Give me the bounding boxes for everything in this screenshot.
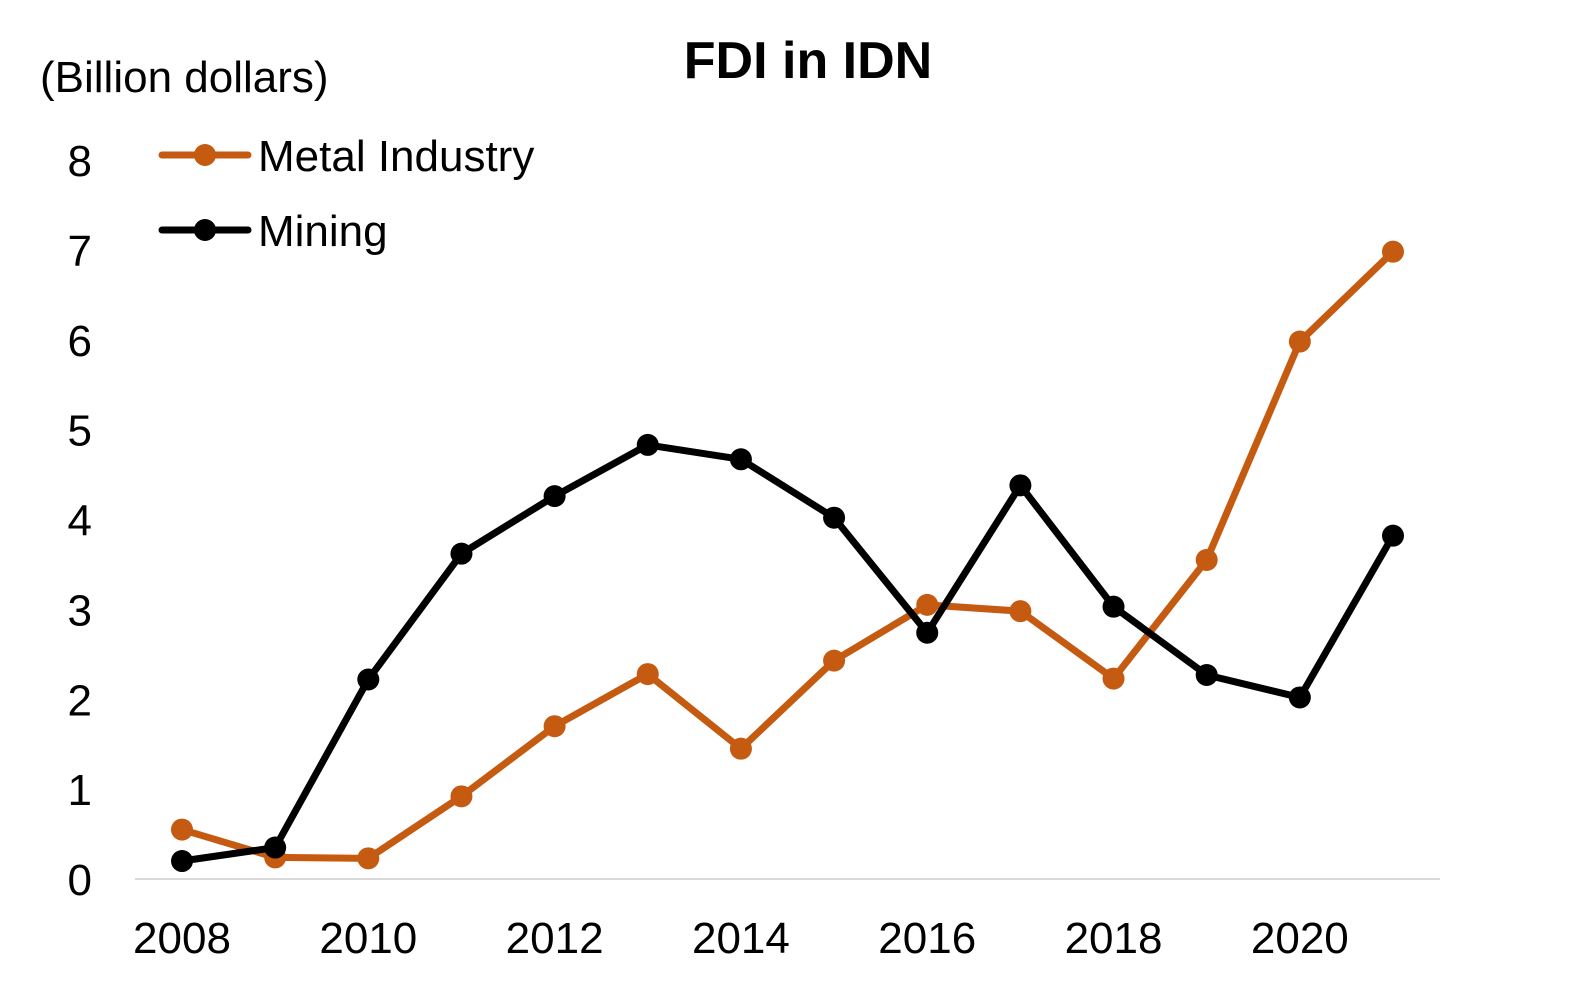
data-point	[916, 621, 939, 644]
data-point	[823, 649, 846, 672]
data-point	[1288, 330, 1311, 353]
series-layer	[171, 240, 1404, 873]
data-point	[1382, 240, 1404, 263]
legend-swatch-marker	[194, 219, 216, 241]
data-point	[1102, 667, 1125, 690]
data-point	[636, 663, 659, 686]
y-tick-label: 0	[68, 856, 92, 905]
data-point	[543, 715, 566, 738]
y-tick-label: 3	[68, 586, 92, 635]
y-tick-label: 8	[68, 137, 92, 186]
data-point	[1288, 686, 1311, 709]
y-tick-label: 2	[68, 676, 92, 725]
data-point	[1382, 524, 1404, 547]
legend-label: Mining	[258, 207, 388, 256]
data-point	[729, 737, 752, 760]
x-tick-label: 2018	[1065, 914, 1163, 963]
legend-item: Mining	[158, 207, 388, 256]
y-tick-label: 6	[68, 317, 92, 366]
data-point	[357, 668, 380, 691]
data-point	[916, 593, 939, 616]
y-axis-unit-label: (Billion dollars)	[40, 53, 329, 102]
y-tick-label: 4	[68, 497, 92, 546]
data-point	[823, 506, 846, 529]
data-point	[1102, 595, 1125, 618]
data-point	[450, 542, 473, 565]
y-axis-ticks: 0 1 2 3 4 5 6 7 8	[68, 137, 92, 905]
legend-swatch-marker	[194, 144, 216, 166]
x-tick-label: 2020	[1251, 914, 1349, 963]
x-tick-label: 2010	[319, 914, 417, 963]
data-point	[1195, 548, 1218, 571]
data-point	[171, 850, 193, 873]
data-point	[636, 433, 659, 456]
series-mining	[171, 433, 1404, 873]
data-point	[171, 818, 193, 841]
series-line	[178, 248, 1397, 862]
x-tick-label: 2012	[506, 914, 604, 963]
x-tick-label: 2014	[692, 914, 790, 963]
data-point	[357, 847, 380, 870]
data-point	[729, 448, 752, 471]
series-metal-industry	[171, 240, 1404, 870]
series-line	[178, 441, 1397, 865]
chart-title: FDI in IDN	[684, 32, 932, 90]
x-tick-label: 2016	[878, 914, 976, 963]
y-tick-label: 1	[68, 766, 92, 815]
x-tick-label: 2008	[133, 914, 231, 963]
data-point	[1009, 474, 1032, 497]
data-point	[1195, 663, 1218, 686]
y-tick-label: 5	[68, 407, 92, 456]
legend-item: Metal Industry	[158, 132, 534, 181]
data-point	[264, 836, 287, 859]
x-axis-ticks: 2008 2010 2012 2014 2016 2018 2020	[133, 914, 1349, 963]
legend-label: Metal Industry	[258, 132, 534, 181]
data-point	[450, 785, 473, 808]
data-point	[543, 485, 566, 508]
y-tick-label: 7	[68, 227, 92, 276]
legend: Metal Industry Mining	[158, 132, 534, 256]
data-point	[1009, 600, 1032, 623]
